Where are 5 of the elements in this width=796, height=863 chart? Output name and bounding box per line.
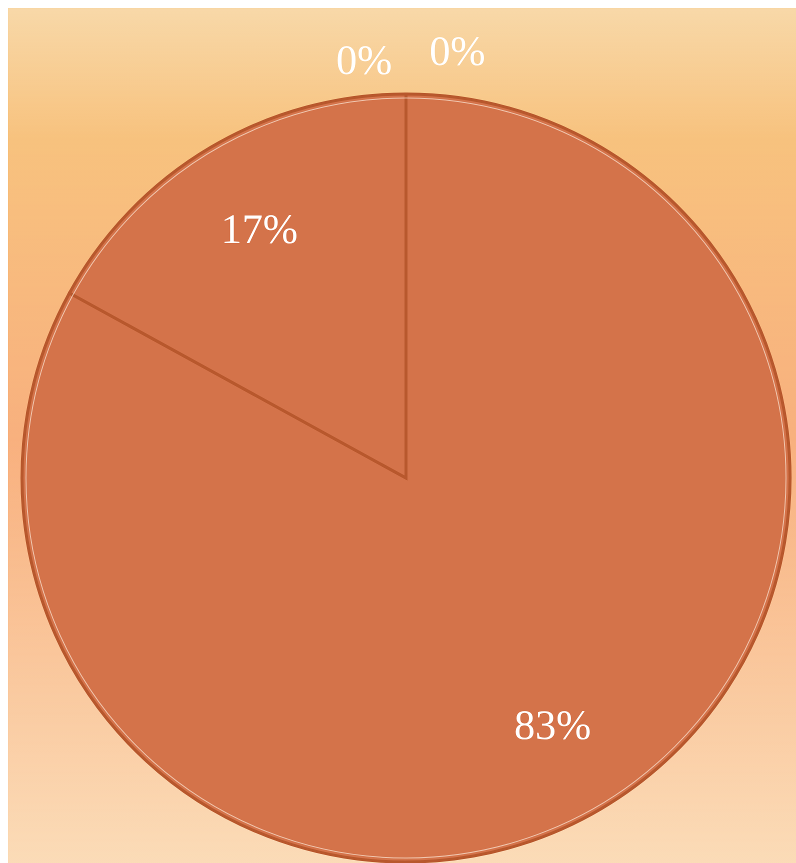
text: 0% (336, 38, 392, 84)
pie-slice (20, 92, 792, 863)
text: 0% (429, 29, 486, 76)
data-label: 17% (220, 207, 298, 254)
data-label: 83% (514, 702, 592, 749)
